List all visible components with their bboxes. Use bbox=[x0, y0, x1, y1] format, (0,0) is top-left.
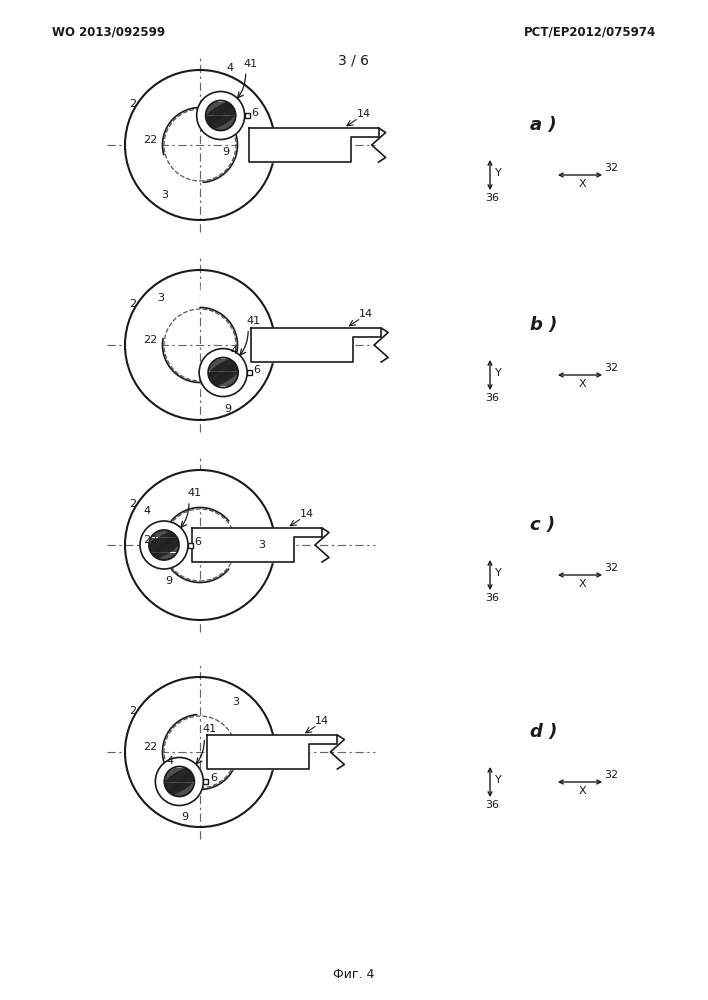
Text: 41: 41 bbox=[187, 488, 201, 498]
Text: 36: 36 bbox=[485, 593, 499, 603]
Text: 9: 9 bbox=[222, 147, 229, 157]
Circle shape bbox=[208, 358, 238, 388]
Polygon shape bbox=[251, 328, 381, 362]
Text: 6: 6 bbox=[251, 108, 258, 118]
Polygon shape bbox=[144, 569, 256, 620]
Text: 32: 32 bbox=[604, 363, 618, 373]
Bar bbox=[247, 370, 252, 375]
Circle shape bbox=[205, 101, 236, 131]
Text: 41: 41 bbox=[246, 316, 261, 326]
Text: 6: 6 bbox=[210, 773, 217, 783]
Polygon shape bbox=[125, 335, 200, 420]
Text: 4: 4 bbox=[166, 756, 173, 766]
Circle shape bbox=[140, 521, 188, 569]
Polygon shape bbox=[200, 270, 275, 355]
Text: c ): c ) bbox=[530, 516, 555, 534]
Text: X: X bbox=[578, 379, 586, 389]
Text: 4: 4 bbox=[144, 506, 151, 516]
Text: PCT/EP2012/075974: PCT/EP2012/075974 bbox=[524, 25, 656, 38]
Text: Y: Y bbox=[495, 368, 501, 378]
Text: WO 2013/092599: WO 2013/092599 bbox=[52, 25, 165, 38]
Text: 14: 14 bbox=[357, 109, 371, 119]
Polygon shape bbox=[144, 470, 256, 521]
Text: 22: 22 bbox=[143, 335, 157, 345]
Text: 6: 6 bbox=[195, 537, 202, 547]
Text: 4: 4 bbox=[227, 63, 234, 73]
Polygon shape bbox=[249, 128, 379, 162]
Circle shape bbox=[155, 757, 203, 805]
Circle shape bbox=[149, 530, 179, 560]
Text: 41: 41 bbox=[244, 59, 258, 69]
Text: 41: 41 bbox=[202, 724, 217, 734]
Text: d ): d ) bbox=[530, 723, 557, 741]
Text: 9: 9 bbox=[224, 404, 232, 414]
Text: 3: 3 bbox=[232, 697, 239, 707]
Text: 14: 14 bbox=[359, 309, 373, 319]
Polygon shape bbox=[125, 678, 197, 769]
Text: 36: 36 bbox=[485, 193, 499, 203]
Circle shape bbox=[199, 349, 247, 397]
Polygon shape bbox=[203, 128, 275, 219]
Text: b ): b ) bbox=[530, 316, 557, 334]
Text: X: X bbox=[578, 786, 586, 796]
Circle shape bbox=[123, 468, 277, 622]
Text: Y: Y bbox=[495, 775, 501, 785]
Text: a ): a ) bbox=[530, 116, 556, 134]
Text: 2: 2 bbox=[130, 706, 137, 716]
Text: 32: 32 bbox=[604, 163, 618, 173]
Polygon shape bbox=[125, 71, 197, 162]
Polygon shape bbox=[207, 735, 337, 769]
Text: 36: 36 bbox=[485, 800, 499, 810]
Text: 14: 14 bbox=[315, 716, 329, 726]
Text: 2: 2 bbox=[130, 99, 137, 109]
Bar bbox=[188, 542, 193, 548]
Text: 14: 14 bbox=[300, 509, 314, 519]
Circle shape bbox=[123, 675, 277, 829]
Text: 2: 2 bbox=[130, 299, 137, 309]
Circle shape bbox=[164, 766, 195, 796]
Circle shape bbox=[197, 92, 245, 140]
Text: 3: 3 bbox=[157, 293, 164, 303]
Text: 2: 2 bbox=[130, 499, 137, 509]
Text: Y: Y bbox=[495, 168, 501, 178]
Text: 22: 22 bbox=[143, 742, 157, 752]
Text: 9: 9 bbox=[166, 576, 173, 586]
Circle shape bbox=[123, 68, 277, 222]
Text: 3 / 6: 3 / 6 bbox=[338, 53, 370, 67]
Text: 3: 3 bbox=[161, 190, 169, 200]
Text: 32: 32 bbox=[604, 770, 618, 780]
Polygon shape bbox=[203, 735, 275, 826]
Text: 22: 22 bbox=[143, 535, 157, 545]
Text: X: X bbox=[578, 579, 586, 589]
Text: 22: 22 bbox=[143, 135, 157, 145]
Text: Y: Y bbox=[495, 568, 501, 578]
Bar bbox=[245, 113, 250, 118]
Circle shape bbox=[123, 268, 277, 422]
Text: 6: 6 bbox=[253, 365, 261, 375]
Text: 9: 9 bbox=[181, 812, 188, 822]
Text: 36: 36 bbox=[485, 393, 499, 403]
Text: Фиг. 4: Фиг. 4 bbox=[333, 968, 375, 982]
Text: X: X bbox=[578, 179, 586, 189]
Polygon shape bbox=[192, 528, 322, 562]
Text: 4: 4 bbox=[230, 346, 237, 356]
Bar bbox=[203, 779, 208, 784]
Text: 3: 3 bbox=[258, 540, 265, 550]
Text: 32: 32 bbox=[604, 563, 618, 573]
